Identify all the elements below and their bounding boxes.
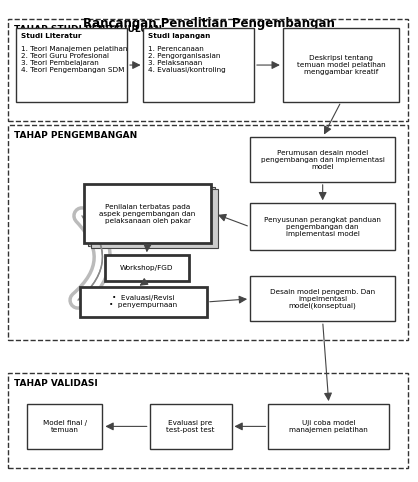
- Bar: [84, 184, 211, 243]
- Text: Rancangan Penelitian Pengembangan: Rancangan Penelitian Pengembangan: [83, 17, 335, 29]
- Text: Studi Literatur: Studi Literatur: [20, 33, 81, 39]
- Bar: [150, 404, 232, 449]
- Bar: [16, 28, 127, 102]
- Bar: [250, 276, 395, 321]
- Bar: [8, 125, 408, 340]
- Bar: [143, 28, 254, 102]
- Bar: [250, 137, 395, 182]
- Text: Model final /
temuan: Model final / temuan: [43, 420, 87, 433]
- Text: Deskripsi tentang
temuan model pelatihan
menggambar kreatif: Deskripsi tentang temuan model pelatihan…: [297, 55, 385, 75]
- Bar: [283, 28, 400, 102]
- Text: Workshop/FGD: Workshop/FGD: [120, 265, 173, 271]
- Text: Studi lapangan: Studi lapangan: [148, 33, 210, 39]
- Bar: [104, 255, 189, 281]
- Text: 1. Perencanaan
2. Pengorganisasian
3. Pelaksanaan
4. Evaluasi/kontroling: 1. Perencanaan 2. Pengorganisasian 3. Pe…: [148, 46, 225, 73]
- Bar: [8, 19, 408, 120]
- Text: TAHAP STUDI PENDAHULUAN: TAHAP STUDI PENDAHULUAN: [14, 25, 163, 34]
- Text: TAHAP PENGEMBANGAN: TAHAP PENGEMBANGAN: [14, 131, 138, 140]
- FancyArrowPatch shape: [78, 216, 102, 300]
- Bar: [8, 373, 408, 468]
- FancyArrowPatch shape: [78, 216, 102, 300]
- Text: TAHAP VALIDASI: TAHAP VALIDASI: [14, 379, 98, 388]
- Text: Evaluasi pre
test-post test: Evaluasi pre test-post test: [166, 420, 215, 433]
- Text: 1. Teori Manajemen pelatihan
2. Teori Guru Profesional
3. Teori Pembelajaran
4. : 1. Teori Manajemen pelatihan 2. Teori Gu…: [20, 46, 127, 73]
- Text: Perumusan desain model
pengembangan dan implementasi
model: Perumusan desain model pengembangan dan …: [261, 149, 385, 170]
- Bar: [88, 187, 215, 246]
- Text: Desain model pengemb. Dan
impelmentasi
model(konseptual): Desain model pengemb. Dan impelmentasi m…: [270, 289, 375, 309]
- Text: Uji coba model
manajemen pelatihan: Uji coba model manajemen pelatihan: [289, 420, 368, 433]
- Text: Penilaian terbatas pada
aspek pengembangan dan
pelaksanaan oleh pakar: Penilaian terbatas pada aspek pengembang…: [99, 204, 196, 224]
- Bar: [250, 203, 395, 251]
- Bar: [92, 189, 219, 248]
- Bar: [80, 287, 207, 317]
- Bar: [268, 404, 389, 449]
- FancyArrowPatch shape: [79, 216, 102, 299]
- Text: •  Evaluasi/Revisi
•  penyempurnaan: • Evaluasi/Revisi • penyempurnaan: [110, 295, 178, 308]
- Text: Penyusunan perangkat panduan
pengembangan dan
implementasi model: Penyusunan perangkat panduan pengembanga…: [264, 217, 381, 237]
- Bar: [27, 404, 102, 449]
- FancyArrowPatch shape: [78, 217, 102, 300]
